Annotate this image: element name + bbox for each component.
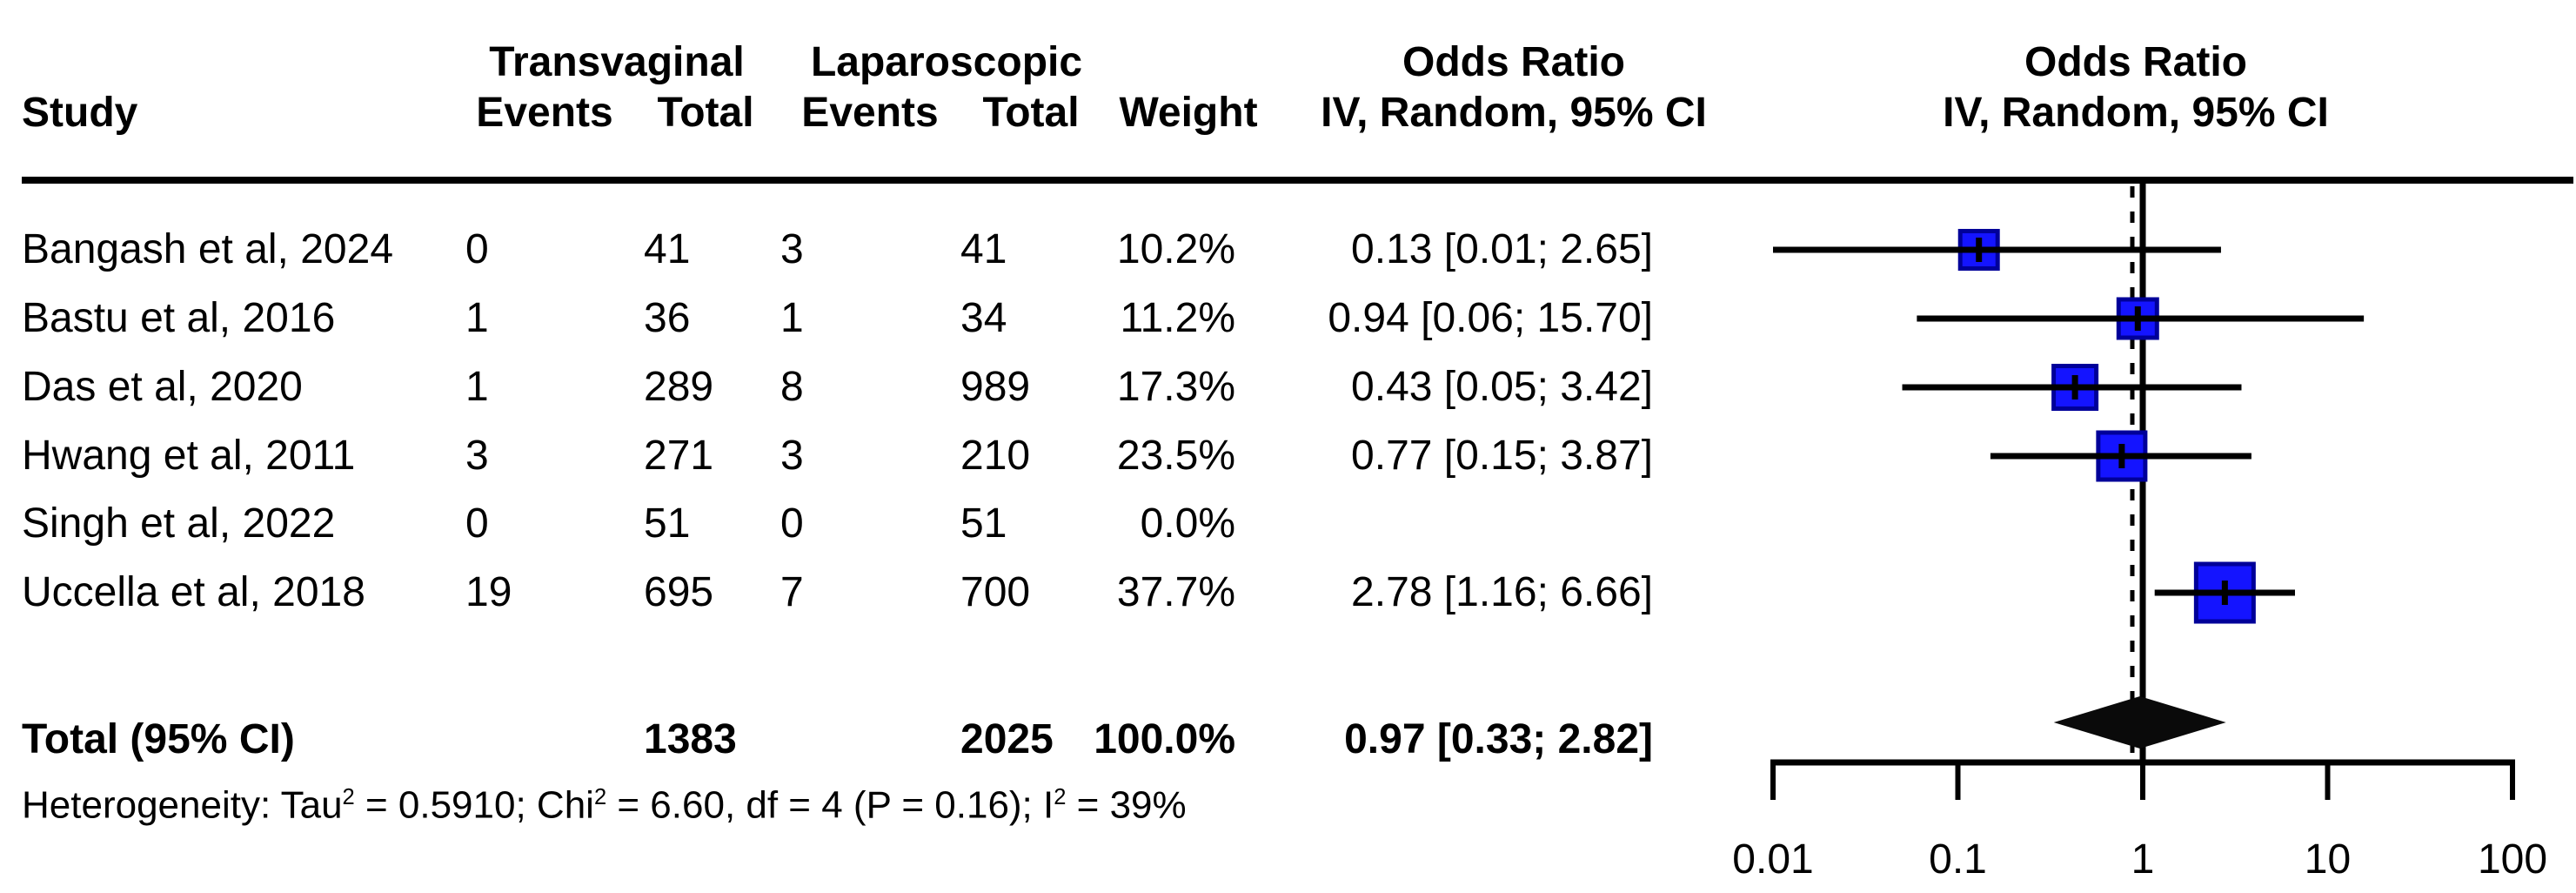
pooled-diamond <box>2053 696 2226 749</box>
study-label: Hwang et al, 2011 <box>22 433 356 479</box>
events-transvaginal: 1 <box>465 295 489 341</box>
study-label: Das et al, 2020 <box>22 364 303 410</box>
study-label: Singh et al, 2022 <box>22 500 336 547</box>
x-axis-tick-label: 0.1 <box>1929 836 1987 883</box>
total-laparoscopic-sum: 2025 <box>960 716 1054 762</box>
total-or-ci: 0.97 [0.33; 2.82] <box>1344 716 1653 762</box>
total-laparoscopic: 700 <box>960 569 1031 615</box>
effect-column-subtitle: IV, Random, 95% CI <box>1321 90 1707 136</box>
or-ci-value: 0.94 [0.06; 15.70] <box>1328 295 1653 341</box>
events-laparoscopic: 3 <box>780 226 804 272</box>
events-laparoscopic: 1 <box>780 295 804 341</box>
heterogeneity-note: Heterogeneity: Tau2 = 0.5910; Chi2 = 6.6… <box>22 783 1187 827</box>
total-laparoscopic: 51 <box>960 500 1007 547</box>
weight-value: 23.5% <box>1116 433 1235 479</box>
col-header-study: Study <box>22 90 138 136</box>
events-laparoscopic: 8 <box>780 364 804 410</box>
total-laparoscopic: 989 <box>960 364 1031 410</box>
events-transvaginal: 19 <box>465 569 512 615</box>
total-transvaginal: 271 <box>644 433 714 479</box>
weight-value: 11.2% <box>1120 295 1235 341</box>
study-label: Bastu et al, 2016 <box>22 295 336 341</box>
total-label: Total (95% CI) <box>22 716 295 762</box>
col-header-events-transvaginal: Events <box>476 90 613 136</box>
x-axis-tick-label: 0.01 <box>1732 836 1813 883</box>
weight-value: 0.0% <box>1140 500 1235 547</box>
weight-value: 37.7% <box>1116 569 1235 615</box>
col-header-total-transvaginal: Total <box>657 90 754 136</box>
weight-value: 10.2% <box>1116 226 1235 272</box>
events-transvaginal: 3 <box>465 433 489 479</box>
events-laparoscopic: 7 <box>780 569 804 615</box>
total-transvaginal: 36 <box>644 295 691 341</box>
header-separator-rule <box>22 177 2573 184</box>
group-header-laparoscopic: Laparoscopic <box>810 39 1083 85</box>
weight-value: 17.3% <box>1116 364 1235 410</box>
x-axis-tick-label: 100 <box>2478 836 2547 883</box>
total-transvaginal: 289 <box>644 364 714 410</box>
x-axis-tick-label: 1 <box>2131 836 2155 883</box>
total-transvaginal: 695 <box>644 569 714 615</box>
total-transvaginal: 51 <box>644 500 691 547</box>
study-label: Bangash et al, 2024 <box>22 226 394 272</box>
plot-subtitle: IV, Random, 95% CI <box>1943 90 2329 136</box>
events-transvaginal: 1 <box>465 364 489 410</box>
or-ci-value: 0.43 [0.05; 3.42] <box>1351 364 1653 410</box>
total-transvaginal-sum: 1383 <box>644 716 737 762</box>
or-ci-value: 0.13 [0.01; 2.65] <box>1351 226 1653 272</box>
total-weight: 100.0% <box>1094 716 1235 762</box>
total-laparoscopic: 41 <box>960 226 1007 272</box>
events-laparoscopic: 3 <box>780 433 804 479</box>
total-laparoscopic: 210 <box>960 433 1031 479</box>
events-transvaginal: 0 <box>465 500 489 547</box>
events-transvaginal: 0 <box>465 226 489 272</box>
total-transvaginal: 41 <box>644 226 691 272</box>
or-ci-value: 2.78 [1.16; 6.66] <box>1351 569 1653 615</box>
col-header-total-laparoscopic: Total <box>982 90 1080 136</box>
study-label: Uccella et al, 2018 <box>22 569 365 615</box>
effect-column-title: Odds Ratio <box>1402 39 1626 85</box>
total-laparoscopic: 34 <box>960 295 1007 341</box>
or-ci-value: 0.77 [0.15; 3.87] <box>1351 433 1653 479</box>
col-header-weight: Weight <box>1119 90 1258 136</box>
x-axis-tick-label: 10 <box>2305 836 2351 883</box>
events-laparoscopic: 0 <box>780 500 804 547</box>
group-header-transvaginal: Transvaginal <box>489 39 745 85</box>
col-header-events-laparoscopic: Events <box>801 90 939 136</box>
plot-title: Odds Ratio <box>2024 39 2248 85</box>
